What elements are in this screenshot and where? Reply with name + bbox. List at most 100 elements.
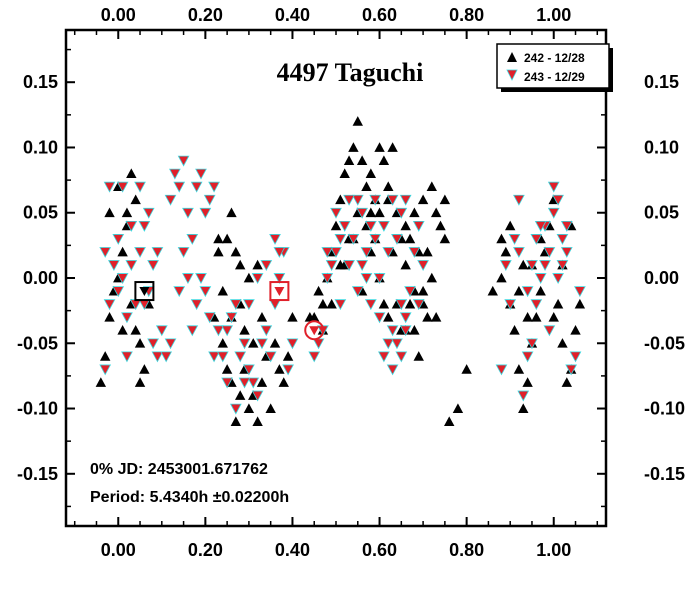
data-point-series-2 [225,312,238,324]
data-point-series-1 [439,233,451,244]
x-tick-label-top: 0.60 [362,5,397,25]
data-point-series-2 [495,364,508,376]
data-point-series-2 [543,247,556,258]
data-point-series-1 [230,246,242,257]
data-point-series-1 [335,259,346,270]
data-point-series-1 [221,233,233,244]
data-point-series-2 [325,260,338,271]
data-point-series-2 [321,273,334,285]
data-point-series-1 [383,181,394,192]
data-point-series-2 [134,247,146,258]
data-point-series-1 [422,246,433,257]
data-point-series-1 [439,194,451,205]
data-point-series-1 [422,311,433,322]
x-tick-label-bottom: 0.00 [101,540,136,560]
chart-title: 4497 Taguchi [277,58,424,87]
data-point-series-2 [103,299,116,311]
data-point-series-1 [361,181,372,192]
data-point-series-1 [326,298,337,309]
x-tick-label-top: 0.40 [275,5,310,25]
data-point-series-2 [565,364,578,376]
x-tick-label-top: 0.80 [449,5,484,25]
data-point-series-2 [282,364,294,376]
data-point-series-2 [334,299,347,311]
data-point-series-1 [400,220,411,231]
data-point-series-1 [452,403,464,413]
data-point-series-1 [417,194,429,205]
data-point-series-2 [399,312,412,324]
data-point-series-2 [513,194,525,206]
data-point-series-1 [99,351,111,361]
data-point-series-1 [226,207,237,218]
data-point-series-2 [186,325,199,337]
data-point-series-2 [195,273,207,285]
data-point-series-1 [126,168,137,178]
data-point-series-2 [373,273,386,285]
x-tick-label-bottom: 0.40 [275,540,310,560]
data-point-series-2 [112,234,125,245]
data-point-series-2 [99,247,112,258]
data-point-series-2 [399,194,412,206]
legend-up-triangle-icon [507,52,517,62]
data-point-series-1 [496,272,507,283]
data-point-series-2 [378,220,390,232]
data-point-series-1 [413,351,424,361]
data-point-series-2 [382,338,395,350]
data-point-series-2 [373,312,386,324]
data-point-series-1 [117,325,128,335]
data-point-series-1 [400,259,411,270]
legend: 242 - 12/28 243 - 12/29 [496,43,613,92]
data-point-series-1 [557,338,568,348]
data-point-series-2 [103,181,116,193]
data-point-series-1 [134,377,146,387]
data-point-series-1 [348,142,359,152]
data-point-series-2 [138,220,151,232]
data-point-series-1 [409,325,420,335]
data-point-series-2 [308,351,321,363]
data-point-series-1 [221,364,233,374]
data-point-series-1 [278,377,289,387]
data-point-series-1 [409,207,420,218]
legend-label-series-2: 243 - 12/29 [524,70,585,84]
data-point-series-1 [130,325,141,335]
data-point-series-2 [508,234,521,245]
x-tick-label-top: 1.00 [536,5,571,25]
data-point-series-2 [221,377,233,389]
data-point-series-2 [216,351,229,363]
y-tick-label-left: -0.15 [17,464,58,484]
data-point-series-2 [552,194,564,206]
data-point-series-2 [504,299,517,311]
data-point-series-1 [500,246,512,257]
data-point-series-2 [147,338,159,350]
data-point-series-2 [199,207,212,219]
data-point-series-2 [517,390,530,402]
data-point-series-2 [569,351,582,363]
data-point-series-1 [104,207,115,218]
data-point-series-1 [365,207,377,218]
data-point-series-2 [195,168,207,180]
data-point-series-2 [155,325,168,337]
data-point-series-2 [343,194,355,206]
data-point-series-2 [369,194,382,206]
data-point-series-2 [108,260,120,271]
data-point-series-2 [338,220,351,232]
data-point-series-1 [378,155,390,165]
data-point-series-1 [252,416,263,426]
period-label: Period: 5.4340h ±0.02200h [90,489,289,506]
data-point-series-2 [260,325,273,337]
data-point-series-2 [269,299,281,311]
data-point-series-1 [374,142,385,152]
data-point-series-1 [217,285,228,296]
data-point-series-2 [164,338,177,350]
data-point-series-2 [560,247,573,258]
data-point-series-1 [387,142,398,152]
data-point-series-2 [190,181,203,193]
data-point-series-1 [117,246,128,257]
data-point-series-1 [404,298,416,309]
data-point-series-2 [182,273,194,285]
data-point-series-2 [391,338,403,350]
data-point-series-2 [547,181,560,193]
data-point-series-1 [496,233,507,244]
y-tick-label-right: -0.10 [644,399,685,419]
data-point-series-2 [547,207,560,219]
